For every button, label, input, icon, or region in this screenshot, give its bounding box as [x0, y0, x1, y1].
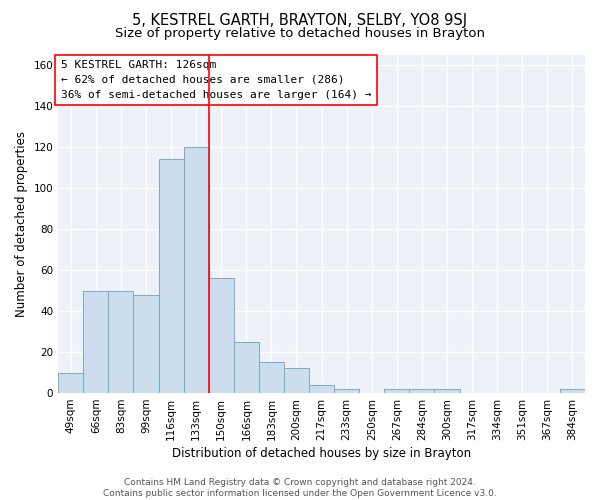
- Bar: [133, 294, 158, 393]
- Y-axis label: Number of detached properties: Number of detached properties: [15, 131, 28, 317]
- Bar: [234, 342, 259, 393]
- Bar: [83, 290, 109, 393]
- Bar: [58, 372, 83, 393]
- X-axis label: Distribution of detached houses by size in Brayton: Distribution of detached houses by size …: [172, 447, 471, 460]
- Bar: [385, 389, 409, 393]
- Text: 5 KESTREL GARTH: 126sqm
← 62% of detached houses are smaller (286)
36% of semi-d: 5 KESTREL GARTH: 126sqm ← 62% of detache…: [61, 60, 371, 100]
- Bar: [309, 385, 334, 393]
- Bar: [284, 368, 309, 393]
- Bar: [409, 389, 434, 393]
- Bar: [334, 389, 359, 393]
- Bar: [560, 389, 585, 393]
- Bar: [209, 278, 234, 393]
- Text: Contains HM Land Registry data © Crown copyright and database right 2024.
Contai: Contains HM Land Registry data © Crown c…: [103, 478, 497, 498]
- Text: 5, KESTREL GARTH, BRAYTON, SELBY, YO8 9SJ: 5, KESTREL GARTH, BRAYTON, SELBY, YO8 9S…: [133, 12, 467, 28]
- Bar: [109, 290, 133, 393]
- Bar: [158, 160, 184, 393]
- Bar: [434, 389, 460, 393]
- Bar: [184, 147, 209, 393]
- Text: Size of property relative to detached houses in Brayton: Size of property relative to detached ho…: [115, 28, 485, 40]
- Bar: [259, 362, 284, 393]
